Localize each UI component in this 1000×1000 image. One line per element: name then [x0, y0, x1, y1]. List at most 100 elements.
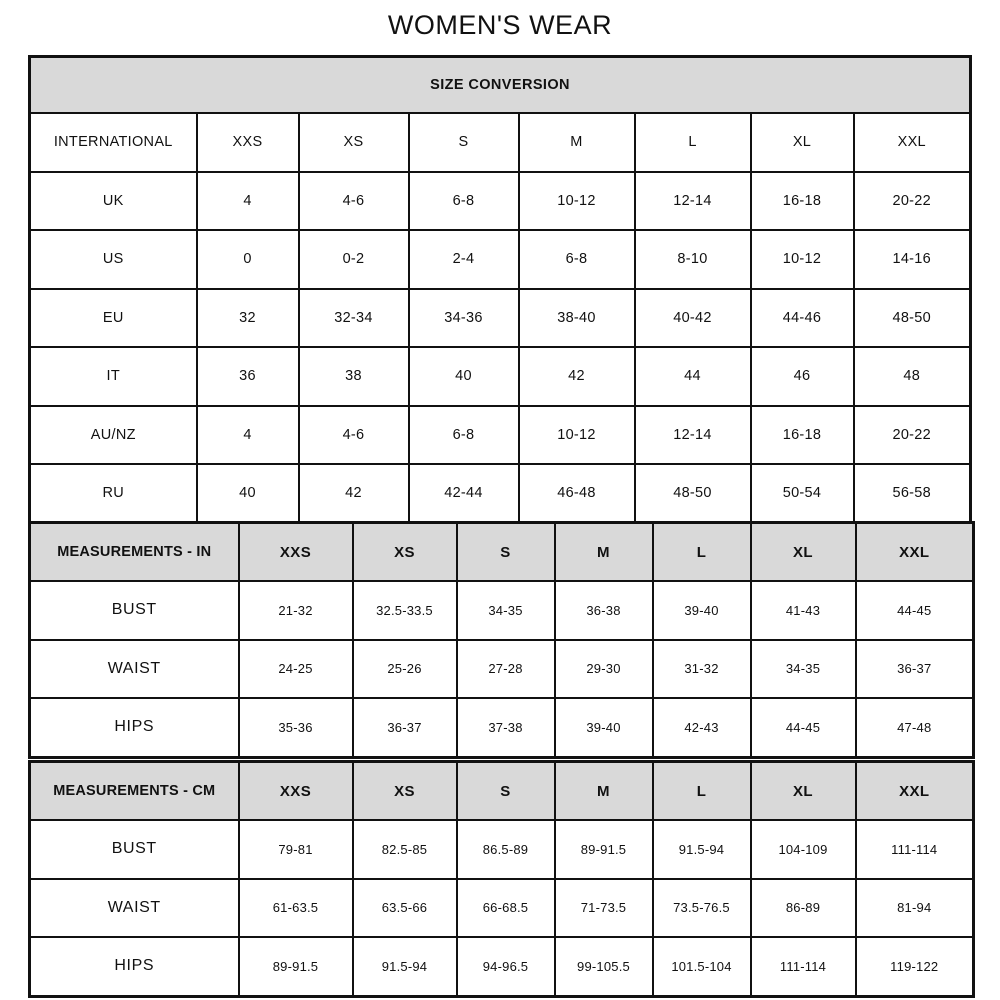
column-header-xxl: XXL: [854, 760, 975, 821]
row-label: HIPS: [28, 697, 240, 758]
row-label: WAIST: [28, 877, 240, 938]
column-header-s: S: [455, 521, 556, 582]
table-row: RU 40 42 42-44 46-48 48-50 50-54 56-58: [28, 463, 972, 524]
table-row: AU/NZ 4 4-6 6-8 10-12 12-14 16-18 20-22: [28, 404, 972, 465]
column-header-l: L: [633, 112, 752, 173]
table-cell: 10-12: [749, 229, 855, 290]
column-header-international: INTERNATIONAL: [28, 112, 198, 173]
column-header-s: S: [407, 112, 520, 173]
column-header-xxl: XXL: [854, 521, 975, 582]
table-cell: 39-40: [553, 697, 654, 758]
table-cell: 47-48: [854, 697, 975, 758]
measurements-cm-body: MEASUREMENTS - CM XXS XS S M L XL XXL BU…: [28, 760, 975, 997]
table-cell: 38-40: [517, 287, 636, 348]
table-cell: 8-10: [633, 229, 752, 290]
table-cell: 40: [407, 346, 520, 407]
table-row: UK 4 4-6 6-8 10-12 12-14 16-18 20-22: [28, 170, 972, 231]
table-row: HIPS 35-36 36-37 37-38 39-40 42-43 44-45…: [28, 697, 975, 758]
column-header-xxs: XXS: [237, 760, 354, 821]
table-header-row: MEASUREMENTS - IN XXS XS S M L XL XXL: [28, 521, 975, 582]
table-row: BUST 79-81 82.5-85 86.5-89 89-91.5 91.5-…: [28, 819, 975, 880]
row-label: BUST: [28, 819, 240, 880]
table-cell: 91.5-94: [351, 936, 458, 997]
table-cell: 44-45: [749, 697, 857, 758]
row-label: UK: [28, 170, 198, 231]
column-header-xl: XL: [749, 112, 855, 173]
table-cell: 20-22: [852, 404, 972, 465]
table-cell: 48-50: [633, 463, 752, 524]
size-conversion-table: SIZE CONVERSION INTERNATIONAL XXS XS S M…: [28, 55, 972, 525]
table-cell: 4-6: [297, 404, 410, 465]
column-header-xl: XL: [749, 760, 857, 821]
table-cell: 0: [195, 229, 300, 290]
table-cell: 4: [195, 170, 300, 231]
table-cell: 42: [297, 463, 410, 524]
table-cell: 46: [749, 346, 855, 407]
column-header-xxs: XXS: [237, 521, 354, 582]
row-label: US: [28, 229, 198, 290]
table-cell: 24-25: [237, 638, 354, 699]
column-header-xxl: XXL: [852, 112, 972, 173]
table-cell: 32-34: [297, 287, 410, 348]
table-cell: 61-63.5: [237, 877, 354, 938]
table-cell: 36: [195, 346, 300, 407]
table-cell: 79-81: [237, 819, 354, 880]
table-cell: 42-44: [407, 463, 520, 524]
table-cell: 86-89: [749, 877, 857, 938]
table-cell: 32: [195, 287, 300, 348]
table-cell: 20-22: [852, 170, 972, 231]
table-cell: 104-109: [749, 819, 857, 880]
table-cell: 12-14: [633, 170, 752, 231]
table-cell: 40-42: [633, 287, 752, 348]
table-cell: 34-36: [407, 287, 520, 348]
measurements-cm-table: MEASUREMENTS - CM XXS XS S M L XL XXL BU…: [28, 760, 975, 998]
table-cell: 27-28: [455, 638, 556, 699]
table-cell: 89-91.5: [237, 936, 354, 997]
row-label: WAIST: [28, 638, 240, 699]
table-cell: 38: [297, 346, 410, 407]
table-cell: 89-91.5: [553, 819, 654, 880]
page-title: WOMEN'S WEAR: [387, 10, 613, 40]
table-cell: 56-58: [852, 463, 972, 524]
table-header-row: MEASUREMENTS - CM XXS XS S M L XL XXL: [28, 760, 975, 821]
column-header-xl: XL: [749, 521, 857, 582]
table-cell: 50-54: [749, 463, 855, 524]
column-header-xs: XS: [351, 521, 458, 582]
table-cell: 21-32: [237, 580, 354, 641]
table-cell: 6-8: [407, 404, 520, 465]
table-cell: 99-105.5: [553, 936, 654, 997]
table-cell: 6-8: [517, 229, 636, 290]
table-cell: 31-32: [651, 638, 752, 699]
column-header-m: M: [517, 112, 636, 173]
table-cell: 34-35: [455, 580, 556, 641]
column-header-l: L: [651, 521, 752, 582]
table-cell: 35-36: [237, 697, 354, 758]
table-cell: 39-40: [651, 580, 752, 641]
table-cell: 36-37: [351, 697, 458, 758]
table-cell: 42-43: [651, 697, 752, 758]
column-header-s: S: [455, 760, 556, 821]
table-cell: 48-50: [852, 287, 972, 348]
table-cell: 82.5-85: [351, 819, 458, 880]
table-cell: 101.5-104: [651, 936, 752, 997]
table-cell: 10-12: [517, 170, 636, 231]
table-cell: 44-46: [749, 287, 855, 348]
table-row: EU 32 32-34 34-36 38-40 40-42 44-46 48-5…: [28, 287, 972, 348]
table-cell: 34-35: [749, 638, 857, 699]
table-cell: 63.5-66: [351, 877, 458, 938]
table-cell: 29-30: [553, 638, 654, 699]
column-header-l: L: [651, 760, 752, 821]
table-cell: 46-48: [517, 463, 636, 524]
table-cell: 94-96.5: [455, 936, 556, 997]
measurements-in-header-label: MEASUREMENTS - IN: [28, 521, 240, 582]
table-cell: 81-94: [854, 877, 975, 938]
table-cell: 25-26: [351, 638, 458, 699]
table-cell: 10-12: [517, 404, 636, 465]
column-header-m: M: [553, 521, 654, 582]
table-cell: 36-38: [553, 580, 654, 641]
table-cell: 86.5-89: [455, 819, 556, 880]
banner-row: SIZE CONVERSION: [29, 56, 971, 114]
measurements-cm-header-label: MEASUREMENTS - CM: [28, 760, 240, 821]
table-cell: 4: [195, 404, 300, 465]
column-header-xs: XS: [351, 760, 458, 821]
